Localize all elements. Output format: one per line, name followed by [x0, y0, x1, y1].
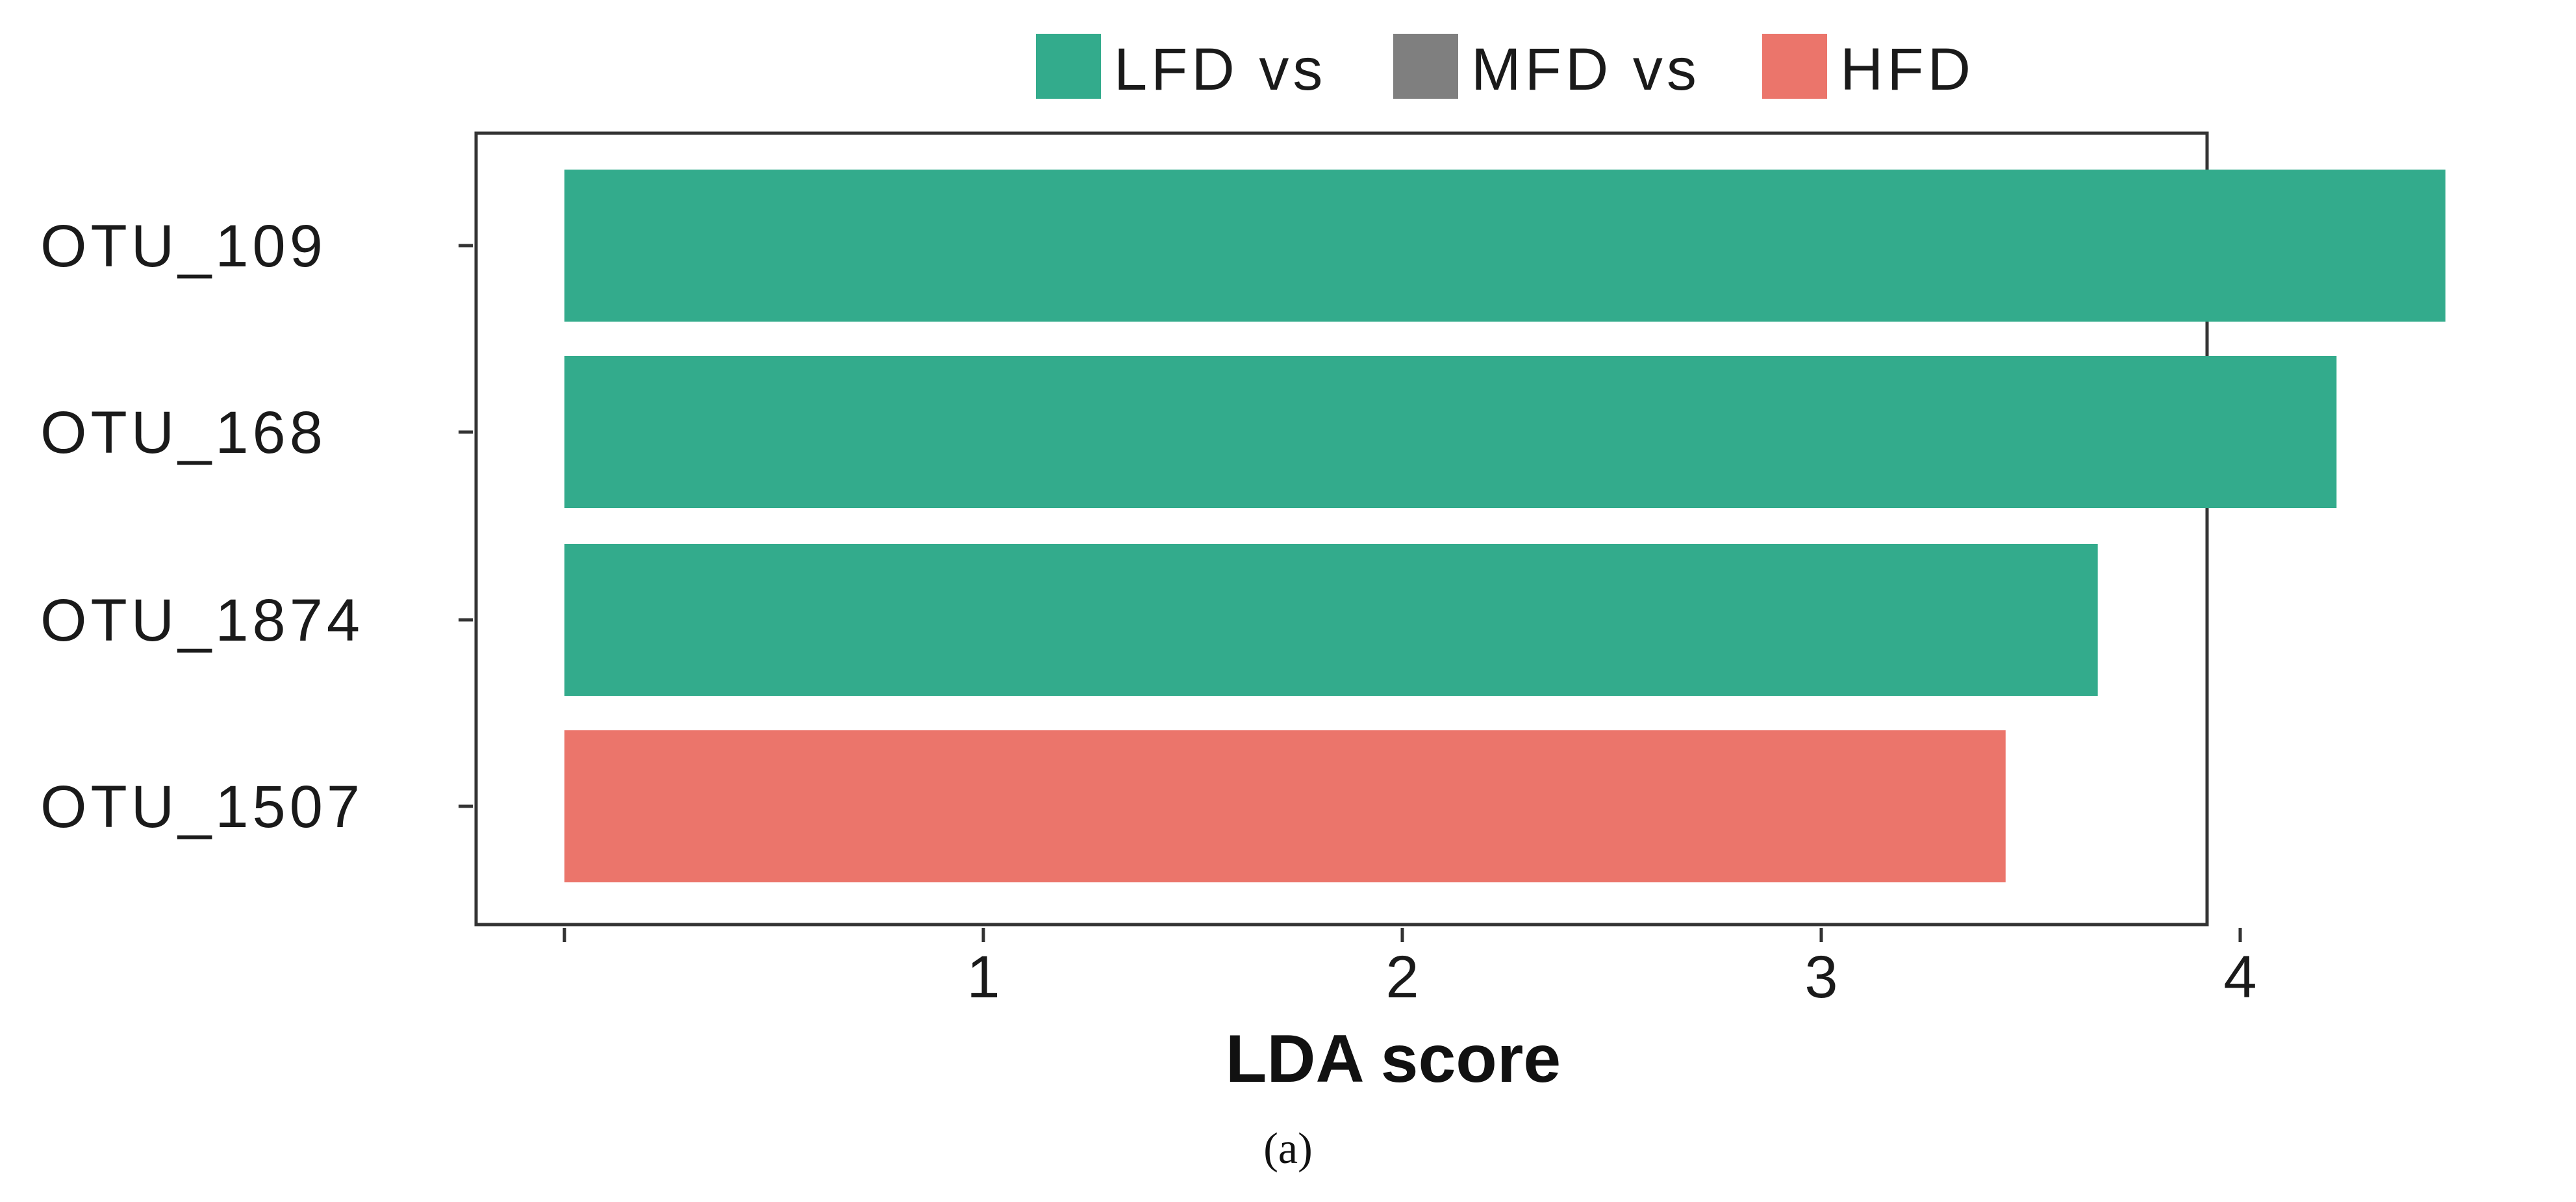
legend-swatch-hfd	[1762, 34, 1827, 99]
x-tick-label-1: 1	[966, 944, 1000, 1010]
y-tick-label-otu-1874: OTU_1874	[40, 587, 364, 654]
legend-label-mfd: MFD vs	[1471, 36, 1700, 103]
legend-label-hfd: HFD	[1840, 36, 1975, 103]
legend-swatch-mfd	[1393, 34, 1458, 99]
bars-group	[564, 170, 2446, 882]
x-tick-label-2: 2	[1385, 944, 1419, 1010]
bar-otu-109	[564, 170, 2446, 322]
figure-caption: (a)	[1263, 1123, 1312, 1173]
legend-label-lfd: LFD vs	[1114, 36, 1326, 103]
y-tick-label-otu-168: OTU_168	[40, 400, 327, 466]
x-tick-label-3: 3	[1804, 944, 1837, 1010]
x-axis-title: LDA score	[1226, 1021, 1561, 1097]
bar-otu-1874	[564, 544, 2098, 696]
bar-otu-1507	[564, 730, 2006, 882]
y-tick-label-otu-109: OTU_109	[40, 213, 327, 279]
x-tick-label-4: 4	[2223, 944, 2256, 1010]
x-axis: 1 2 3 4	[562, 928, 2257, 1010]
bar-otu-168	[564, 356, 2337, 508]
y-axis: OTU_109 OTU_168 OTU_1874 OTU_1507	[40, 213, 473, 840]
legend-swatch-lfd	[1036, 34, 1101, 99]
y-tick-label-otu-1507: OTU_1507	[40, 774, 364, 840]
legend: LFD vs MFD vs HFD	[1036, 34, 1975, 103]
